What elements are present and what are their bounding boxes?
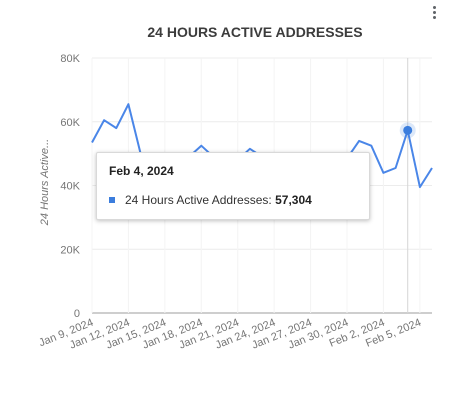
data-points [91, 103, 433, 188]
tooltip: Feb 4, 2024 24 Hours Active Addresses: 5… [96, 152, 370, 220]
data-point [358, 140, 360, 142]
tooltip-value: 57,304 [275, 193, 312, 207]
tooltip-date: Feb 4, 2024 [109, 164, 174, 178]
y-tick-label: 20K [60, 244, 80, 256]
data-point [128, 103, 130, 105]
data-point [249, 148, 251, 150]
data-point [419, 186, 421, 188]
chart-title: 24 HOURS ACTIVE ADDRESSES [147, 24, 362, 40]
y-tick-label: 80K [60, 53, 80, 65]
data-point [370, 145, 372, 147]
y-axis-ticks: 0 20K 40K 60K 80K [60, 53, 80, 320]
data-point [200, 145, 202, 147]
y-tick-label: 0 [74, 308, 80, 320]
data-point [431, 167, 433, 169]
tooltip-series-label: 24 Hours Active Addresses: [125, 193, 272, 207]
y-tick-label: 40K [60, 181, 80, 193]
more-vert-icon[interactable] [428, 6, 440, 24]
series-swatch [109, 196, 115, 203]
data-point [115, 127, 117, 129]
data-point [383, 172, 385, 174]
y-axis-label: 24 Hours Active... [39, 139, 51, 226]
tooltip-row: 24 Hours Active Addresses: 57,304 [109, 193, 312, 207]
data-point [103, 119, 105, 121]
focus-point [403, 125, 413, 135]
y-tick-label: 60K [60, 117, 80, 129]
data-point [395, 167, 397, 169]
data-point [91, 142, 93, 144]
